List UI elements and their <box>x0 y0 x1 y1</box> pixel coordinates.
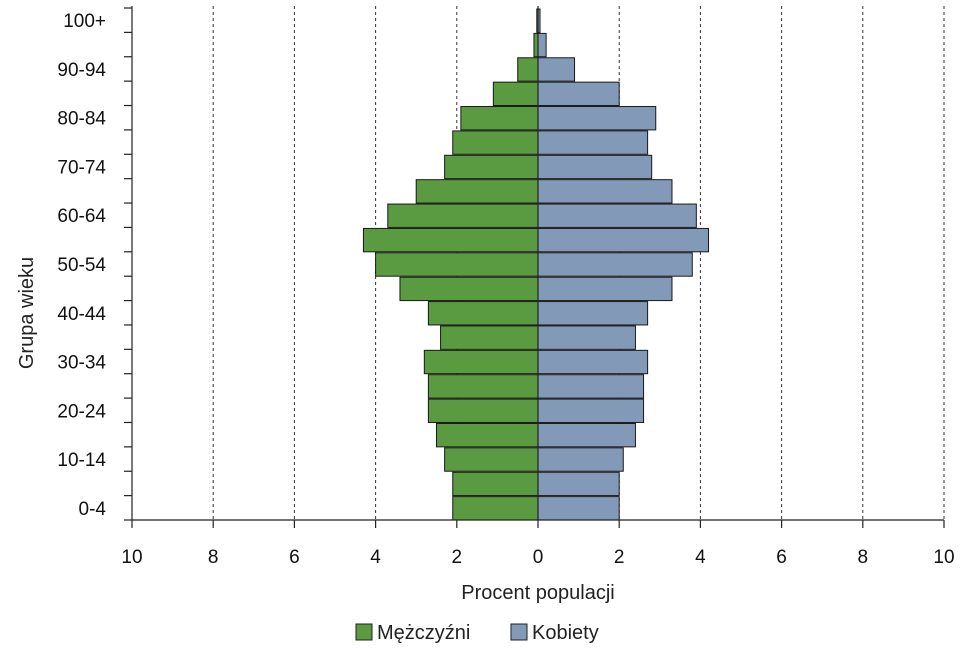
bar-women <box>537 130 649 155</box>
bar-men <box>444 154 539 180</box>
x-tick-label: 2 <box>614 547 625 568</box>
bar-men <box>440 325 539 350</box>
bar-women <box>537 81 620 107</box>
bar-women <box>537 32 547 58</box>
bar-women <box>537 349 649 375</box>
y-axis-title: Grupa wieku <box>16 257 38 369</box>
y-tick-label: 60-64 <box>57 206 106 227</box>
bar-women <box>537 496 620 521</box>
legend: Mężczyźni Kobiety <box>355 622 599 644</box>
y-tick-labels: 0-4 10-14 20-24 30-34 40-44 50-54 60-64 70-74 80… <box>57 11 106 520</box>
bar-men <box>517 57 539 82</box>
y-tick-label: 80-84 <box>57 109 106 130</box>
bar-men <box>427 374 539 399</box>
x-axis-title: Procent populacji <box>461 582 614 604</box>
bar-men <box>444 447 539 472</box>
y-tick-label: 50-54 <box>57 255 106 276</box>
bar-women <box>537 471 620 497</box>
bar-men <box>399 276 539 302</box>
legend-swatch-women <box>510 623 528 641</box>
bar-women <box>537 447 624 472</box>
bar-women <box>537 203 697 228</box>
y-tick-label: 90-94 <box>57 60 106 81</box>
bar-men <box>387 203 539 228</box>
x-tick-label: 8 <box>858 547 869 568</box>
y-tick-label: 70-74 <box>57 157 106 178</box>
bar-women <box>537 227 710 253</box>
bar-men <box>452 130 539 155</box>
y-tick-label: 30-34 <box>57 353 106 374</box>
y-tick-label: 100+ <box>63 11 106 32</box>
bar-men <box>452 471 539 497</box>
bar-women <box>537 106 657 131</box>
bar-men <box>415 179 539 204</box>
bar-women <box>537 398 645 423</box>
legend-swatch-men <box>355 623 373 641</box>
x-tick-label: 8 <box>208 547 219 568</box>
y-tick-label: 10-14 <box>57 450 106 471</box>
bar-women <box>537 374 645 399</box>
bar-men <box>375 252 539 277</box>
x-tick-label: 6 <box>776 547 787 568</box>
legend-label-men: Mężczyźni <box>377 622 470 644</box>
x-tick-labels: 10 8 6 4 2 0 2 4 6 8 10 <box>121 547 954 568</box>
bar-men <box>492 81 539 107</box>
y-tick-label: 0-4 <box>79 499 107 520</box>
bar-women <box>537 301 649 326</box>
bar-women <box>537 57 576 82</box>
bar-men <box>452 496 539 521</box>
x-tick-label: 6 <box>289 547 300 568</box>
bar-women <box>537 276 673 302</box>
legend-label-women: Kobiety <box>532 622 599 644</box>
x-tick-label: 10 <box>121 547 142 568</box>
bars <box>362 8 710 521</box>
y-tick-label: 20-24 <box>57 401 106 422</box>
bar-men <box>533 32 539 58</box>
bar-men <box>436 422 539 448</box>
bar-men <box>362 227 539 253</box>
bar-men <box>427 301 539 326</box>
bar-men <box>423 349 539 375</box>
bar-women <box>537 252 693 277</box>
y-tick-label: 40-44 <box>57 304 106 325</box>
bar-men <box>427 398 539 423</box>
bar-men <box>460 106 539 131</box>
x-tick-label: 4 <box>695 547 706 568</box>
axes <box>124 6 945 528</box>
bar-women <box>537 179 673 204</box>
bar-women <box>537 154 653 180</box>
x-tick-label: 2 <box>452 547 463 568</box>
x-tick-label: 10 <box>933 547 954 568</box>
bar-women <box>537 422 636 448</box>
x-tick-label: 0 <box>533 547 544 568</box>
x-tick-label: 4 <box>370 547 381 568</box>
bar-women <box>537 325 636 350</box>
